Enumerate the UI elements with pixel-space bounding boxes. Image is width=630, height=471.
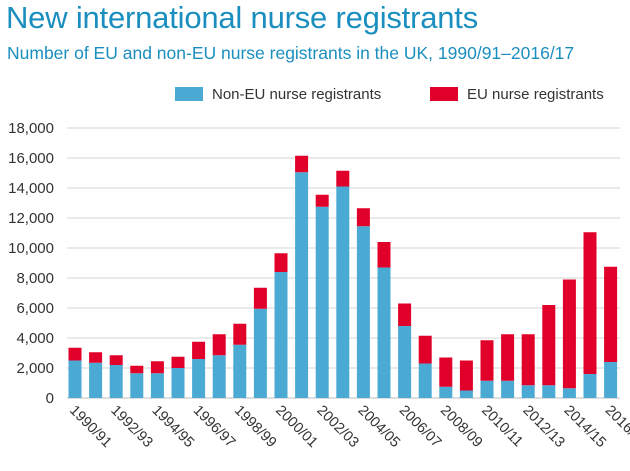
bar-non-eu-2002-03 bbox=[315, 206, 329, 398]
y-tick-label: 12,000 bbox=[8, 210, 54, 227]
chart-title: New international nurse registrants bbox=[6, 0, 479, 35]
legend-swatch-eu bbox=[430, 87, 458, 101]
x-tick-label: 1998/99 bbox=[231, 403, 279, 451]
x-tick-label: 2014/15 bbox=[561, 403, 609, 451]
legend-item-eu: EU nurse registrants bbox=[430, 83, 604, 105]
y-tick-label: 10,000 bbox=[8, 240, 54, 257]
bar-non-eu-1995-96 bbox=[171, 368, 185, 398]
bar-eu-2015-16 bbox=[583, 232, 597, 374]
bar-eu-2004-05 bbox=[356, 208, 370, 227]
bar-non-eu-2011-12 bbox=[501, 380, 515, 398]
bar-eu-2000-01 bbox=[274, 253, 288, 272]
bar-eu-2001-02 bbox=[295, 155, 309, 173]
x-tick-label: 2004/05 bbox=[355, 403, 403, 451]
bar-eu-2014-15 bbox=[562, 279, 576, 389]
bar-eu-1990-91 bbox=[68, 347, 82, 361]
bar-non-eu-2004-05 bbox=[356, 226, 370, 398]
bar-non-eu-2013-14 bbox=[542, 385, 556, 398]
y-tick-label: 6,000 bbox=[16, 300, 54, 317]
x-tick-label: 1996/97 bbox=[190, 403, 238, 451]
bar-non-eu-1993-94 bbox=[130, 373, 144, 398]
y-axis-ticks: 0 2,000 4,000 6,000 8,000 10,000 12,000 14,000 1… bbox=[8, 120, 54, 407]
x-tick-label: 1990/91 bbox=[66, 403, 114, 451]
bar-non-eu-2006-07 bbox=[398, 326, 412, 398]
x-tick-label: 2002/03 bbox=[313, 403, 361, 451]
bars bbox=[68, 155, 618, 398]
bar-eu-1992-93 bbox=[109, 355, 123, 365]
x-tick-label: 2010/11 bbox=[478, 403, 526, 451]
bar-eu-1999-00 bbox=[253, 287, 267, 309]
bar-eu-1998-99 bbox=[233, 323, 247, 345]
bar-non-eu-1994-95 bbox=[150, 373, 164, 398]
bar-eu-1995-96 bbox=[171, 356, 185, 368]
y-tick-label: 8,000 bbox=[16, 270, 54, 287]
y-tick-label: 4,000 bbox=[16, 330, 54, 347]
y-tick-label: 18,000 bbox=[8, 120, 54, 137]
bar-non-eu-1999-00 bbox=[253, 308, 267, 398]
bar-non-eu-1990-91 bbox=[68, 360, 82, 398]
bar-eu-1996-97 bbox=[192, 341, 206, 359]
x-tick-label: 2006/07 bbox=[396, 403, 444, 451]
bar-eu-2008-09 bbox=[439, 357, 453, 387]
bar-non-eu-2016-17 bbox=[604, 362, 618, 398]
bar-non-eu-2000-01 bbox=[274, 272, 288, 398]
y-tick-label: 2,000 bbox=[16, 360, 54, 377]
bar-non-eu-2014-15 bbox=[562, 388, 576, 398]
x-tick-label: 2008/09 bbox=[437, 403, 485, 451]
y-tick-label: 0 bbox=[46, 390, 54, 407]
x-axis-ticks: 1990/911992/931994/951996/971998/992000/… bbox=[66, 403, 630, 451]
bar-eu-2005-06 bbox=[377, 242, 391, 268]
bar-eu-2012-13 bbox=[521, 334, 535, 386]
bar-eu-2006-07 bbox=[398, 303, 412, 326]
bar-eu-2003-04 bbox=[336, 170, 350, 187]
bar-non-eu-1991-92 bbox=[89, 362, 103, 398]
bar-eu-2011-12 bbox=[501, 334, 515, 381]
bar-non-eu-2009-10 bbox=[459, 390, 473, 398]
bar-eu-2013-14 bbox=[542, 305, 556, 386]
y-tick-label: 14,000 bbox=[8, 180, 54, 197]
bar-non-eu-2005-06 bbox=[377, 267, 391, 398]
y-tick-label: 16,000 bbox=[8, 150, 54, 167]
bar-non-eu-1996-97 bbox=[192, 359, 206, 398]
x-tick-label: 2000/01 bbox=[272, 403, 320, 451]
chart-subtitle: Number of EU and non-EU nurse registrant… bbox=[7, 43, 575, 63]
bar-eu-2016-17 bbox=[604, 266, 618, 362]
bar-eu-1994-95 bbox=[150, 361, 164, 374]
bar-eu-1997-98 bbox=[212, 334, 226, 356]
bar-eu-2010-11 bbox=[480, 340, 494, 381]
bar-eu-2007-08 bbox=[418, 335, 432, 364]
bar-non-eu-2010-11 bbox=[480, 380, 494, 398]
bar-non-eu-2015-16 bbox=[583, 374, 597, 398]
x-tick-label: 2012/13 bbox=[519, 403, 567, 451]
bar-eu-2009-10 bbox=[459, 360, 473, 391]
bar-eu-1991-92 bbox=[89, 352, 103, 363]
bar-non-eu-2007-08 bbox=[418, 363, 432, 398]
bar-non-eu-2001-02 bbox=[295, 172, 309, 398]
legend-label-eu: EU nurse registrants bbox=[467, 85, 604, 103]
bar-non-eu-1992-93 bbox=[109, 365, 123, 398]
bar-non-eu-1997-98 bbox=[212, 355, 226, 398]
x-tick-label: 1992/93 bbox=[107, 403, 155, 451]
bar-non-eu-2003-04 bbox=[336, 186, 350, 398]
bar-non-eu-1998-99 bbox=[233, 344, 247, 398]
legend-label-non-eu: Non-EU nurse registrants bbox=[212, 85, 382, 103]
bar-non-eu-2012-13 bbox=[521, 385, 535, 398]
legend-swatch-non-eu bbox=[175, 87, 203, 101]
bar-eu-1993-94 bbox=[130, 365, 144, 374]
x-tick-label: 1994/95 bbox=[149, 403, 197, 451]
bar-eu-2002-03 bbox=[315, 194, 329, 207]
x-tick-label: 2016/17 bbox=[602, 403, 630, 451]
legend-item-non-eu: Non-EU nurse registrants bbox=[175, 83, 381, 105]
bar-non-eu-2008-09 bbox=[439, 386, 453, 398]
